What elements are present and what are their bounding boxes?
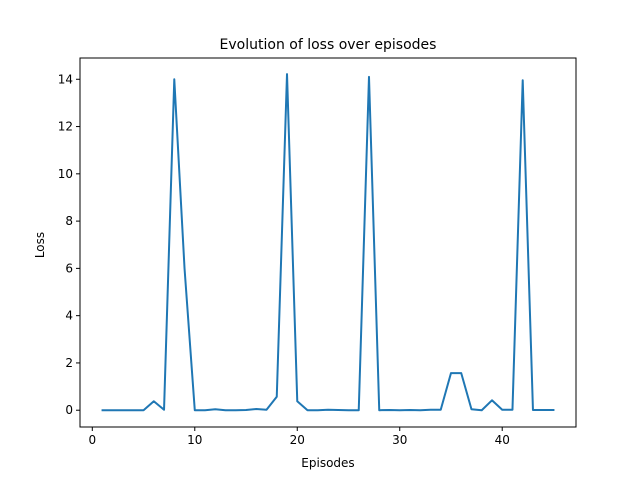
y-tick-label: 0 <box>65 403 73 417</box>
y-tick-label: 4 <box>65 309 73 323</box>
axes-frame <box>79 57 577 428</box>
x-axis-label: Episodes <box>301 456 354 470</box>
y-tick-label: 10 <box>58 167 73 181</box>
x-tick-label: 20 <box>290 433 305 447</box>
x-tick-label: 0 <box>88 433 96 447</box>
x-tick-label: 30 <box>392 433 407 447</box>
y-tick-label: 8 <box>65 214 73 228</box>
x-tick-label: 10 <box>187 433 202 447</box>
plot-area: 0 10 20 30 40 0 2 4 6 8 10 12 14 <box>58 57 577 447</box>
y-tick-label: 14 <box>58 72 73 86</box>
y-tick-label: 6 <box>65 261 73 275</box>
chart-title: Evolution of loss over episodes <box>220 37 437 53</box>
x-tick-label: 40 <box>495 433 510 447</box>
y-tick-label: 12 <box>58 120 73 134</box>
y-tick-label: 2 <box>65 356 73 370</box>
y-axis-label: Loss <box>33 232 47 258</box>
series-line-0 <box>101 73 555 412</box>
